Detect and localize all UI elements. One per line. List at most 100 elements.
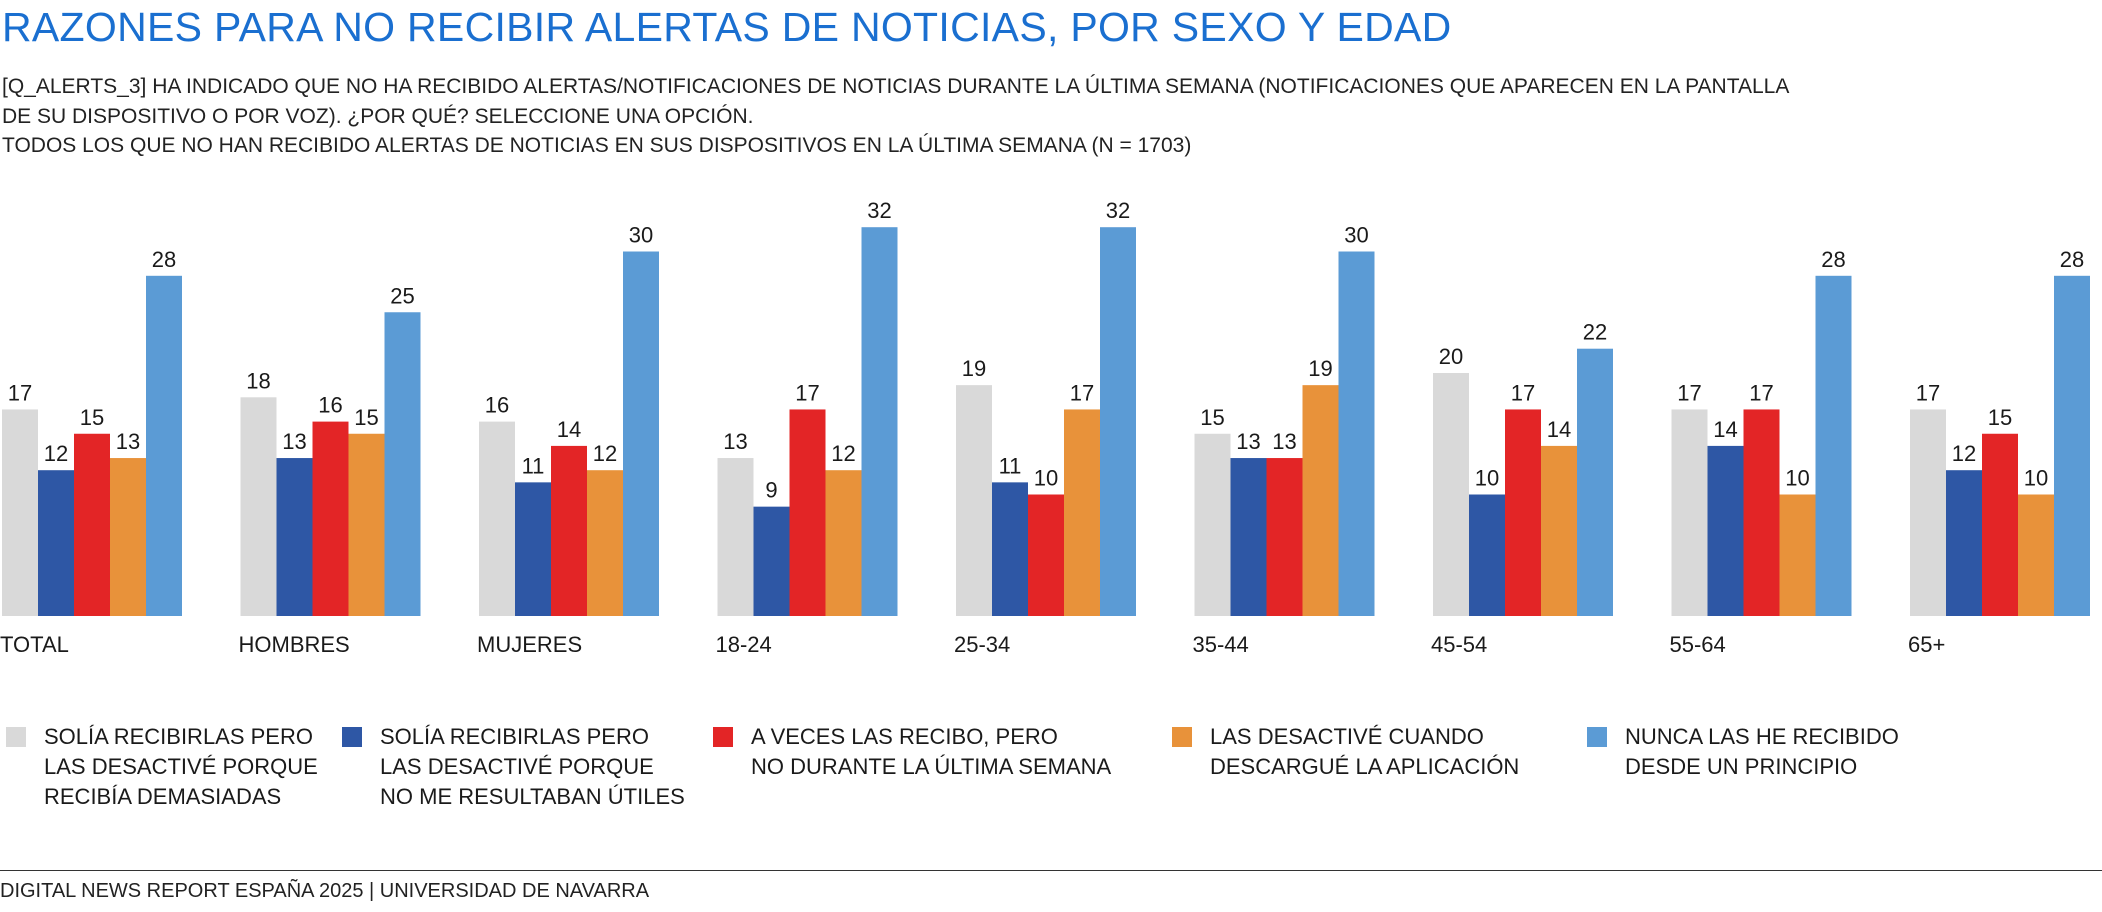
legend-label: LAS DESACTIVÉ CUANDO DESCARGUÉ LA APLICA… xyxy=(1210,724,1520,779)
category-label: 35-44 xyxy=(1193,632,1249,657)
bar-45-54-series-1 xyxy=(1433,373,1469,616)
category-label: 25-34 xyxy=(954,632,1010,657)
bar-mujeres-series-4 xyxy=(587,470,623,616)
bar-35-44-series-2 xyxy=(1230,458,1267,616)
bar-55-64-series-3 xyxy=(1743,409,1780,616)
bar-total-series-1 xyxy=(2,409,38,616)
bar-55-64-series-1 xyxy=(1671,409,1708,616)
data-label: 11 xyxy=(999,453,1022,478)
bar-18-24-series-5 xyxy=(861,227,898,616)
data-label: 14 xyxy=(557,417,581,442)
data-label: 13 xyxy=(1236,429,1260,454)
bar-65--series-1 xyxy=(1910,409,1946,616)
bar-hombres-series-5 xyxy=(384,312,421,616)
data-label: 12 xyxy=(1952,441,1976,466)
bar-65--series-5 xyxy=(2054,275,2090,616)
bar-hombres-series-2 xyxy=(276,458,313,616)
data-label: 19 xyxy=(962,356,986,381)
data-label: 25 xyxy=(390,283,414,308)
data-label: 28 xyxy=(1821,247,1845,272)
bar-total-series-2 xyxy=(38,470,74,616)
category-label: HOMBRES xyxy=(239,632,350,657)
data-label: 13 xyxy=(1272,429,1296,454)
bar-65--series-2 xyxy=(1946,470,1982,616)
data-label: 15 xyxy=(80,405,104,430)
data-label: 17 xyxy=(8,380,32,405)
bar-18-24-series-4 xyxy=(825,470,862,616)
bar-45-54-series-5 xyxy=(1577,348,1613,616)
data-label: 16 xyxy=(318,393,342,418)
data-label: 30 xyxy=(629,223,653,248)
data-label: 15 xyxy=(354,405,378,430)
data-label: 28 xyxy=(2060,247,2084,272)
data-label: 18 xyxy=(246,368,270,393)
bar-65--series-4 xyxy=(2018,494,2054,616)
data-label: 17 xyxy=(1511,380,1535,405)
data-label: 10 xyxy=(1475,466,1499,491)
bar-mujeres-series-1 xyxy=(479,421,515,616)
legend-swatch xyxy=(342,727,362,747)
bar-25-34-series-1 xyxy=(956,385,992,616)
data-label: 30 xyxy=(1344,223,1368,248)
data-label: 15 xyxy=(1988,405,2012,430)
bar-35-44-series-3 xyxy=(1266,458,1303,616)
question-line-1: [Q_ALERTS_3] HA INDICADO QUE NO HA RECIB… xyxy=(2,75,1790,98)
data-label: 28 xyxy=(152,247,176,272)
category-label: 45-54 xyxy=(1431,632,1487,657)
question-line-2: DE SU DISPOSITIVO O POR VOZ). ¿POR QUÉ? … xyxy=(2,105,754,128)
bar-55-64-series-5 xyxy=(1815,275,1852,616)
chart-legend: SOLÍA RECIBIRLAS PERO LAS DESACTIVÉ PORQ… xyxy=(0,722,2102,822)
legend-label: NUNCA LAS HE RECIBIDO DESDE UN PRINCIPIO xyxy=(1625,724,1899,779)
bar-25-34-series-5 xyxy=(1100,227,1136,616)
bar-total-series-4 xyxy=(110,458,146,616)
legend-label: SOLÍA RECIBIRLAS PERO LAS DESACTIVÉ PORQ… xyxy=(380,724,685,809)
data-label: 12 xyxy=(831,441,855,466)
bar-35-44-series-1 xyxy=(1194,433,1231,616)
data-label: 32 xyxy=(1106,198,1130,223)
data-label: 32 xyxy=(867,198,891,223)
data-label: 14 xyxy=(1547,417,1571,442)
chart-title: RAZONES PARA NO RECIBIR ALERTAS DE NOTIC… xyxy=(2,4,1452,50)
bar-45-54-series-3 xyxy=(1505,409,1541,616)
category-label: TOTAL xyxy=(0,632,69,657)
bar-45-54-series-4 xyxy=(1541,445,1577,616)
legend-label: A VECES LAS RECIBO, PERO NO DURANTE LA Ú… xyxy=(751,724,1112,779)
bar-35-44-series-5 xyxy=(1338,251,1375,616)
data-label: 14 xyxy=(1713,417,1737,442)
data-label: 13 xyxy=(723,429,747,454)
legend-swatch xyxy=(1172,727,1192,747)
bar-mujeres-series-3 xyxy=(551,445,587,616)
bar-18-24-series-1 xyxy=(717,458,754,616)
bar-55-64-series-4 xyxy=(1779,494,1816,616)
legend-swatch xyxy=(713,727,733,747)
data-label: 17 xyxy=(1070,380,1094,405)
bar-total-series-3 xyxy=(74,433,110,616)
data-label: 20 xyxy=(1439,344,1463,369)
bar-18-24-series-2 xyxy=(753,506,790,616)
bar-35-44-series-4 xyxy=(1302,385,1339,616)
category-label: MUJERES xyxy=(477,632,582,657)
data-label: 13 xyxy=(282,429,306,454)
data-label: 19 xyxy=(1308,356,1332,381)
data-label: 12 xyxy=(593,441,617,466)
bar-total-series-5 xyxy=(146,275,182,616)
bar-chart: 17 12 15 13 28 TOTAL 18 13 16 15 25 HOMBRES 16 11 14 12… xyxy=(0,198,2090,657)
bar-55-64-series-2 xyxy=(1707,445,1744,616)
bar-25-34-series-3 xyxy=(1028,494,1064,616)
data-label: 13 xyxy=(116,429,140,454)
legend-swatch xyxy=(1587,727,1607,747)
data-label: 17 xyxy=(795,380,819,405)
category-label: 65+ xyxy=(1908,632,1945,657)
bar-hombres-series-3 xyxy=(312,421,349,616)
data-label: 22 xyxy=(1583,320,1607,345)
data-label: 9 xyxy=(765,478,777,503)
data-label: 17 xyxy=(1749,380,1773,405)
footer-source: DIGITAL NEWS REPORT ESPAÑA 2025 | UNIVER… xyxy=(0,880,650,902)
data-label: 15 xyxy=(1200,405,1224,430)
bar-18-24-series-3 xyxy=(789,409,826,616)
data-label: 11 xyxy=(522,453,545,478)
legend-swatch xyxy=(6,727,26,747)
data-label: 10 xyxy=(2024,466,2048,491)
footer-divider xyxy=(0,870,2102,871)
base-line: TODOS LOS QUE NO HAN RECIBIDO ALERTAS DE… xyxy=(2,134,1192,157)
